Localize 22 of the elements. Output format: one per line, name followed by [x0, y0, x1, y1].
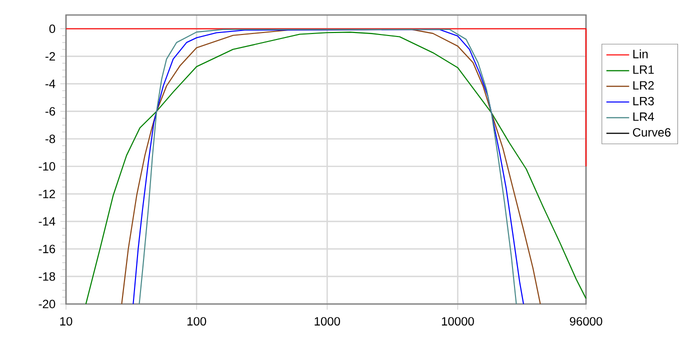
y-tick-label: -14: [38, 217, 56, 226]
legend-label: LR1: [633, 66, 654, 74]
y-tick-label: -12: [38, 190, 55, 198]
x-tick-label: 96000: [570, 317, 602, 326]
y-tick-label: -16: [38, 244, 56, 254]
x-tick-label: 1000: [314, 317, 340, 326]
x-tick-label: 10: [60, 317, 72, 326]
x-tick-label: 10000: [442, 317, 474, 326]
legend-label: LR2: [633, 81, 654, 90]
y-tick-label: -4: [45, 80, 56, 88]
x-tick-label: 100: [187, 317, 206, 326]
legend-label: LR3: [633, 96, 654, 106]
y-tick-label: -6: [45, 107, 56, 116]
y-tick-label: -20: [38, 300, 56, 308]
y-tick-label: -10: [38, 162, 56, 171]
y-tick-label: -18: [38, 272, 56, 281]
y-tick-label: -8: [45, 134, 56, 144]
y-tick-label: -2: [45, 52, 55, 60]
y-tick-label: 0: [49, 24, 56, 34]
legend-label: Curve6: [632, 128, 671, 137]
legend-label: Lin: [633, 50, 648, 58]
legend-label: LR4: [633, 112, 654, 121]
